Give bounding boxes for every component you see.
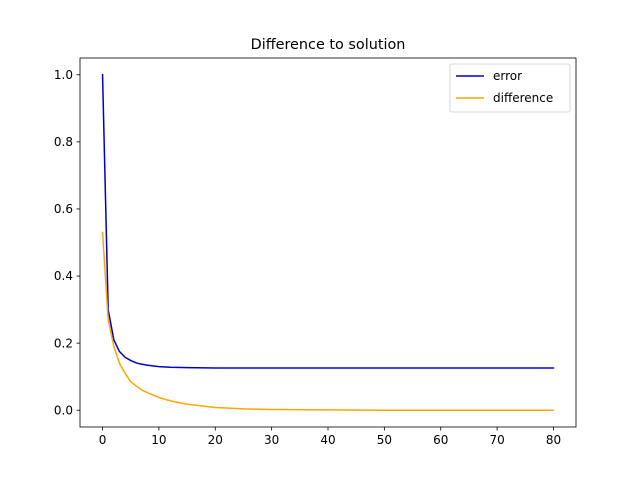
x-axis: 0 10 20 30 40 50 60 70 80 bbox=[99, 427, 561, 447]
legend-label-error: error bbox=[493, 69, 522, 83]
x-tick-label: 10 bbox=[151, 433, 166, 447]
legend: error difference bbox=[449, 63, 571, 113]
series-line-error bbox=[101, 74, 555, 369]
y-axis: 0.0 0.2 0.4 0.6 0.8 1.0 bbox=[54, 68, 80, 417]
y-tick-label: 0.6 bbox=[54, 202, 73, 216]
x-tick-label: 20 bbox=[208, 433, 223, 447]
series-line-difference bbox=[101, 231, 555, 411]
x-tick-label: 80 bbox=[546, 433, 561, 447]
x-tick-label: 60 bbox=[433, 433, 448, 447]
y-tick-label: 1.0 bbox=[54, 68, 73, 82]
y-tick-label: 0.8 bbox=[54, 135, 73, 149]
chart-title: Difference to solution bbox=[251, 37, 406, 53]
legend-label-difference: difference bbox=[493, 91, 553, 105]
x-tick-label: 40 bbox=[320, 433, 335, 447]
x-tick-label: 50 bbox=[377, 433, 392, 447]
y-tick-label: 0.4 bbox=[54, 269, 73, 283]
y-tick-label: 0.2 bbox=[54, 336, 73, 350]
y-tick-label: 0.0 bbox=[54, 403, 73, 417]
x-tick-label: 30 bbox=[264, 433, 279, 447]
series-layer bbox=[101, 74, 555, 411]
axes-frame bbox=[79, 57, 577, 428]
x-tick-label: 0 bbox=[99, 433, 107, 447]
x-tick-label: 70 bbox=[489, 433, 504, 447]
